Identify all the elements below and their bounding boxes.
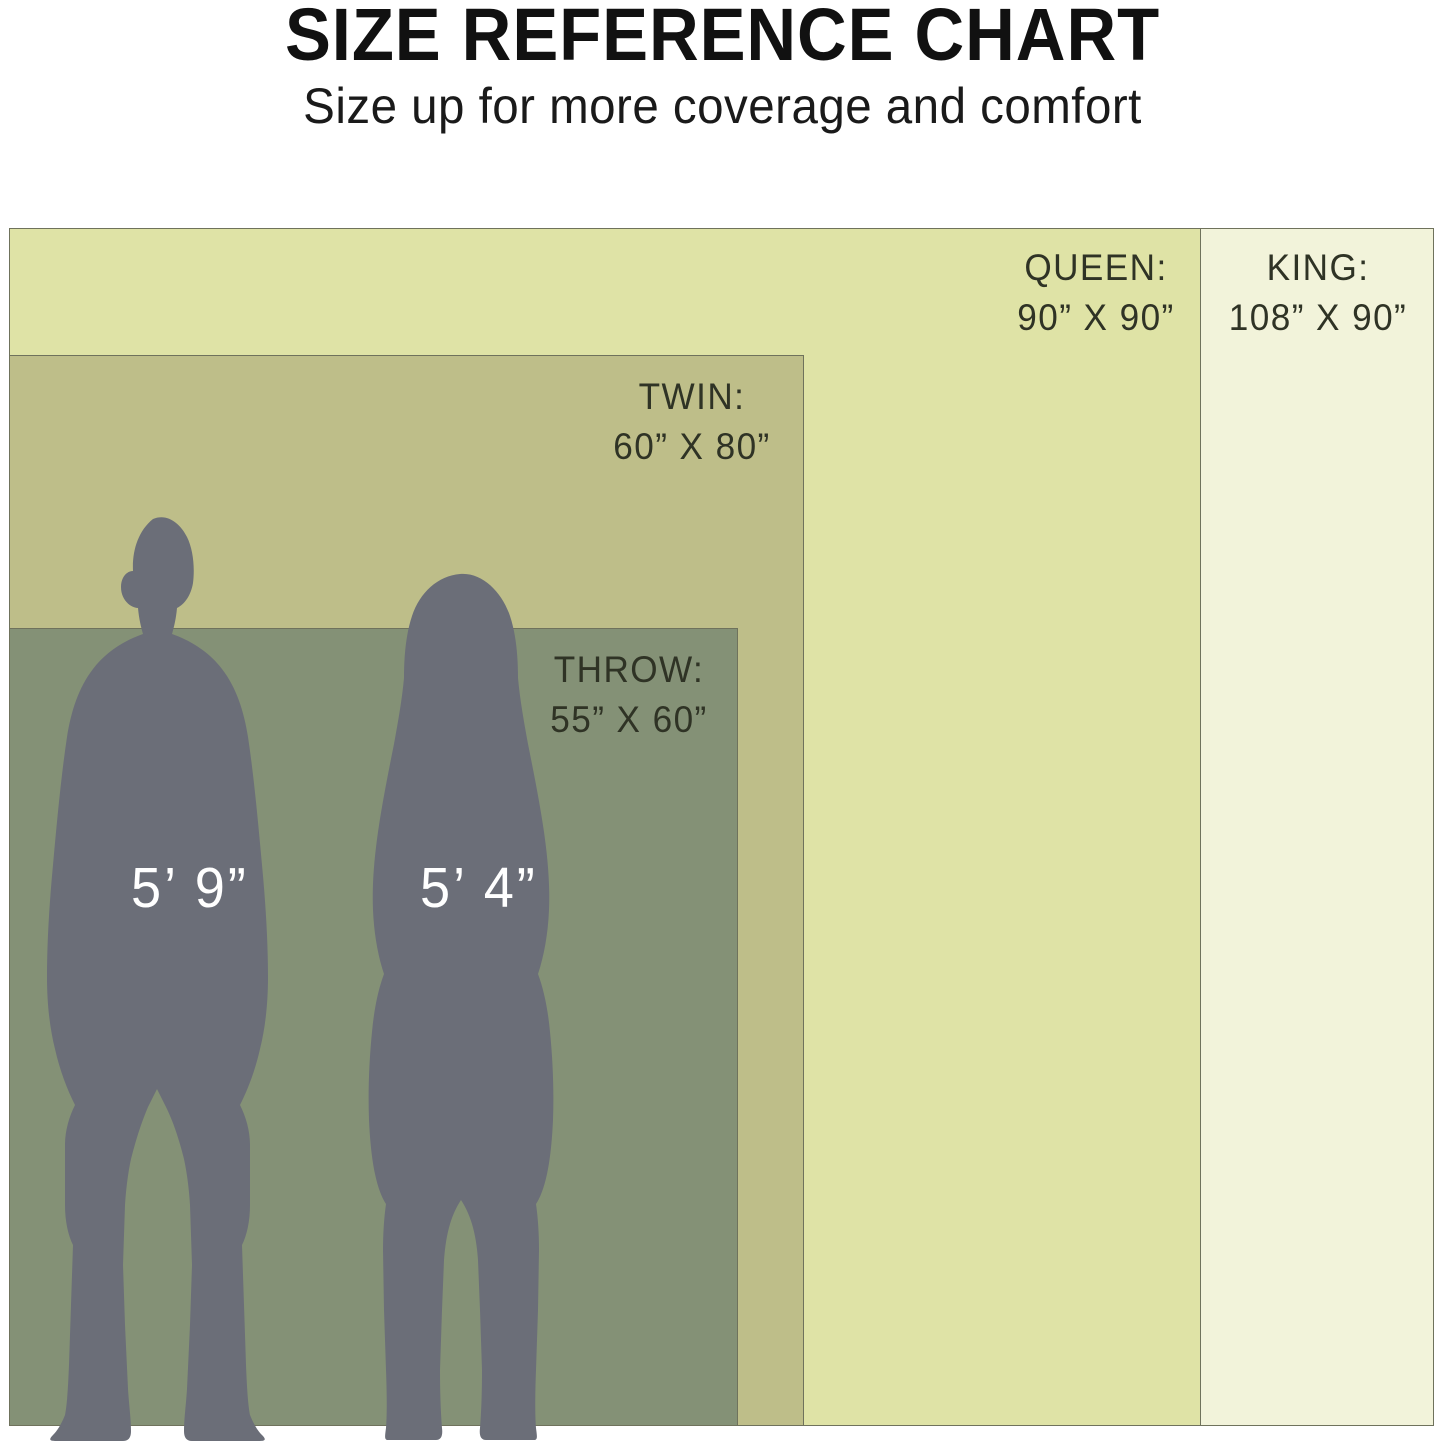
label-throw-name: THROW: [553,649,705,690]
page-subtitle: Size up for more coverage and comfort [303,78,1142,134]
male-silhouette [5,505,355,1441]
label-throw: THROW: 55” X 60” [533,645,725,745]
label-twin: TWIN: 60” X 80” [593,372,791,472]
male-height-label: 5’ 9” [131,856,249,920]
chart-header: SIZE REFERENCE CHART Size up for more co… [0,0,1445,210]
label-twin-name: TWIN: [638,376,746,417]
female-height-label: 5’ 4” [420,856,538,920]
label-king: KING: 108” X 90” [1211,243,1426,343]
label-twin-dimensions: 60” X 80” [613,426,771,467]
female-silhouette [352,570,597,1441]
label-queen-dimensions: 90” X 90” [1017,297,1175,338]
label-queen-name: QUEEN: [1024,247,1168,288]
label-throw-dimensions: 55” X 60” [550,699,708,740]
size-rect-king [1200,228,1434,1426]
label-queen: QUEEN: 90” X 90” [1005,243,1187,343]
page-title: SIZE REFERENCE CHART [284,0,1161,76]
label-king-dimensions: 108” X 90” [1228,297,1408,338]
label-king-name: KING: [1266,247,1370,288]
